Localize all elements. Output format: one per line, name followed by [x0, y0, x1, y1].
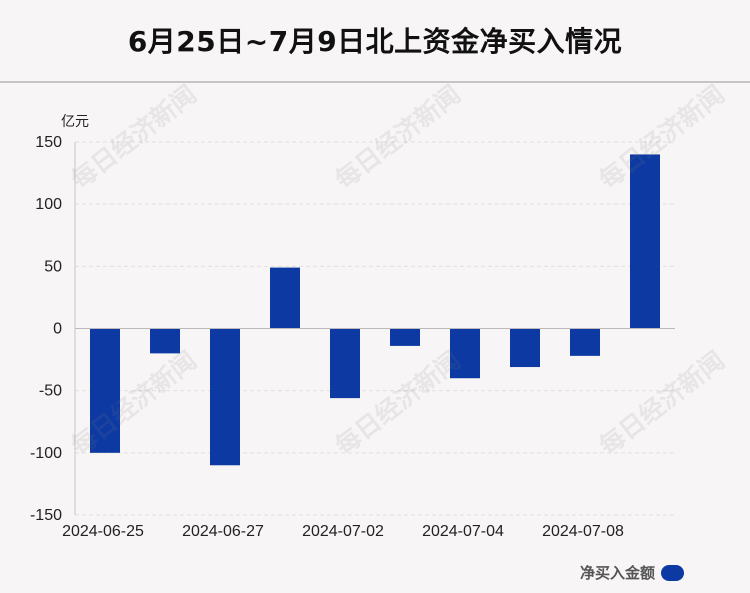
bar: [570, 328, 600, 356]
legend-swatch: [661, 564, 684, 581]
y-tick-label: 100: [35, 196, 62, 213]
y-tick-label: -100: [30, 445, 62, 462]
y-tick-label: 50: [44, 258, 62, 275]
bar: [630, 154, 660, 329]
x-tick-label: 2024-07-08: [542, 523, 624, 540]
y-unit-label: 亿元: [61, 114, 89, 130]
legend-label: 净买入金额: [579, 564, 655, 582]
y-tick-label: -150: [30, 507, 62, 524]
x-tick-label: 2024-07-02: [302, 523, 384, 540]
bar: [330, 328, 360, 399]
x-tick-label: 2024-06-27: [182, 523, 264, 540]
x-tick-label: 2024-07-04: [422, 523, 504, 540]
y-tick-label: -50: [39, 383, 62, 400]
y-tick-label: 150: [35, 134, 62, 151]
chart-title: 6月25日~7月9日北上资金净买入情况: [127, 25, 623, 58]
bar: [210, 328, 240, 466]
y-tick-label: 0: [53, 321, 62, 338]
bar: [90, 328, 120, 453]
bar: [270, 267, 300, 329]
bar: [510, 328, 540, 368]
bar: [150, 328, 180, 354]
title-divider: [0, 81, 750, 83]
chart-legend: 净买入金额: [580, 562, 684, 583]
bar: [390, 328, 420, 346]
x-tick-label: 2024-06-25: [62, 523, 144, 540]
bar: [450, 328, 480, 379]
